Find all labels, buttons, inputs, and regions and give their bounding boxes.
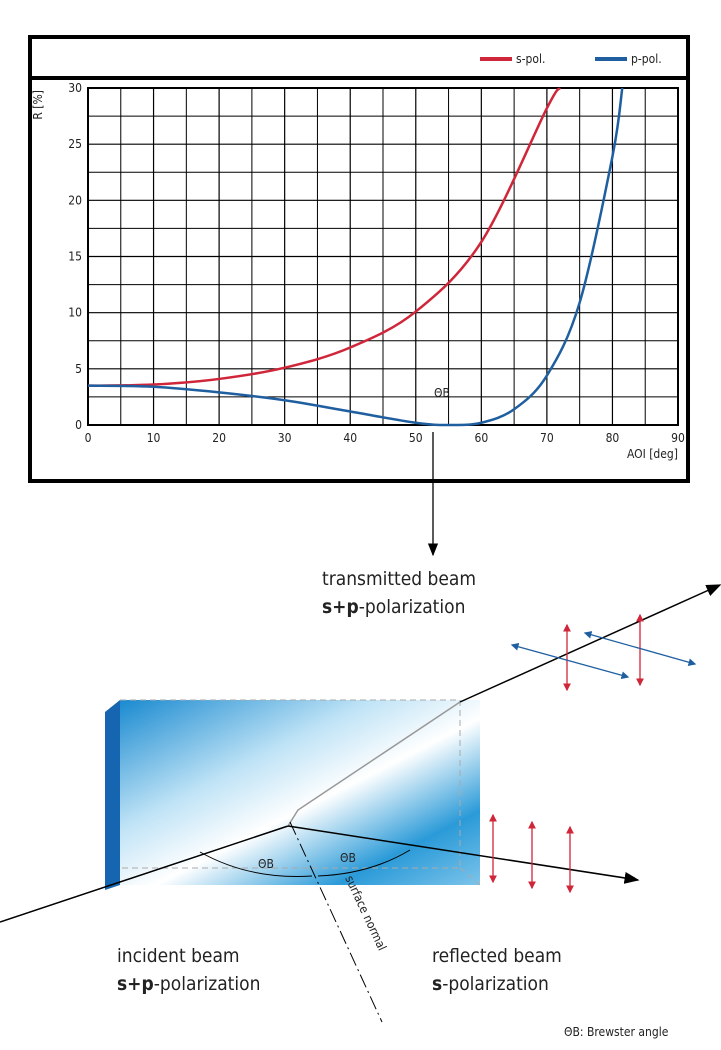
transmitted-beam	[459, 584, 721, 703]
angle-label: ΘB	[258, 857, 274, 871]
x-tick-label: 20	[212, 431, 226, 445]
y-tick-label: 20	[68, 193, 82, 207]
x-tick-label: 0	[85, 431, 92, 445]
legend-label: p-pol.	[631, 52, 662, 66]
angle-arc	[317, 849, 411, 877]
glass-side	[105, 700, 120, 890]
x-axis-label: AOI [deg]	[627, 447, 678, 461]
plot-border	[87, 87, 679, 426]
diagram: transmitted beam s+p-polarization ΘB ΘB …	[0, 432, 721, 1039]
angle-label: ΘB	[340, 851, 356, 865]
footnote: ΘB: Brewster angle	[564, 1025, 669, 1039]
label: incident beam	[117, 945, 240, 967]
p-arrows	[510, 631, 697, 680]
label: transmitted beam	[322, 568, 476, 590]
series-line	[87, 87, 624, 427]
x-tick-label: 50	[409, 431, 423, 445]
x-tick-label: 40	[343, 431, 357, 445]
y-tick-label: 5	[75, 362, 82, 376]
reflected-beam	[287, 825, 640, 884]
chart-frame	[28, 35, 690, 483]
y-tick-label: 15	[68, 250, 82, 264]
incident-beam	[0, 825, 289, 923]
normal-label: surface normal	[342, 873, 389, 952]
label: reflected beam	[432, 945, 562, 967]
label: s+p-polarization	[117, 973, 260, 995]
angle-arc	[199, 851, 313, 877]
glass-edge	[120, 699, 481, 886]
y-axis-label: R [%]	[31, 90, 45, 120]
chart: 0 10 20 30 40 50 60 70 80 90 0 5 10 15 20 25 30 AOI [deg]…	[31, 52, 685, 461]
x-tick-label: 60	[474, 431, 488, 445]
x-tick-label: 10	[147, 431, 161, 445]
x-tick-label: 90	[671, 431, 685, 445]
glass	[120, 700, 480, 885]
s-arrows	[489, 613, 644, 894]
x-tick-label: 30	[278, 431, 292, 445]
normal-line	[289, 821, 383, 1023]
refracted-beam	[287, 701, 461, 827]
annotation: ΘB	[434, 386, 450, 400]
y-tick-label: 10	[68, 306, 82, 320]
x-tick-label: 70	[540, 431, 554, 445]
y-tick-label: 25	[68, 137, 82, 151]
y-tick-label: 30	[68, 81, 82, 95]
y-tick-label: 0	[75, 418, 82, 432]
series-line	[87, 87, 562, 387]
label: s+p-polarization	[322, 596, 465, 618]
x-tick-label: 80	[606, 431, 620, 445]
legend-label: s-pol.	[516, 52, 545, 66]
label: s-polarization	[432, 973, 549, 995]
